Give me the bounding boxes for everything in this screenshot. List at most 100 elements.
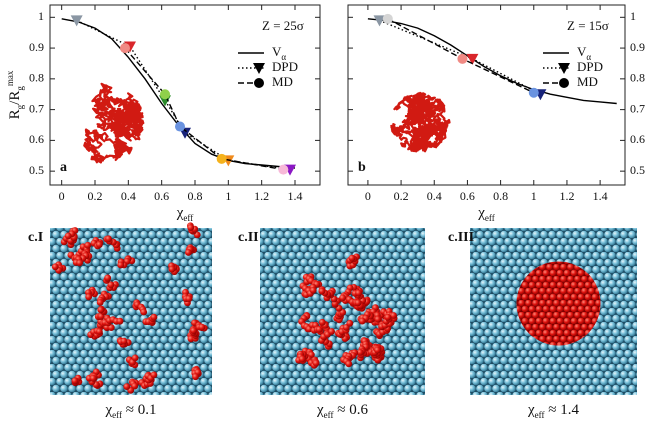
marker [216, 153, 227, 164]
legend-label: MD [272, 74, 293, 89]
red-bead [390, 312, 397, 319]
x-tick-label: 0.2 [88, 189, 103, 203]
x-tick-label: 1.2 [254, 189, 269, 203]
y-tick-label: 1 [630, 9, 636, 23]
red-bead [104, 274, 112, 282]
red-bead [84, 241, 92, 249]
text-part: eff [183, 213, 193, 223]
x-tick-label: 0.6 [154, 189, 169, 203]
red-bead [318, 318, 326, 326]
annotation: Z = 25σ [262, 18, 304, 33]
series-line [367, 18, 617, 105]
red-bead [312, 359, 320, 367]
red-bead [89, 374, 97, 382]
y-tick-label: 0.9 [630, 40, 645, 54]
text-part: ≈ 1.4 [545, 402, 580, 418]
x-tick-label: 0.8 [188, 189, 203, 203]
y-tick-label: 0.5 [630, 163, 645, 177]
marker [120, 43, 130, 54]
red-bead [356, 349, 364, 356]
red-bead [192, 373, 199, 381]
text-part: ≈ 0.6 [334, 402, 369, 418]
red-bead [187, 224, 195, 232]
legend-label: DPD [577, 59, 603, 74]
x-tick-label: 1.2 [559, 189, 574, 203]
red-bead [358, 317, 366, 325]
red-bead [384, 313, 392, 321]
red-bead [97, 306, 105, 314]
x-tick-label: 0 [59, 189, 65, 203]
x-tick-label: 0.8 [493, 189, 508, 203]
x-tick-label: 1 [225, 189, 231, 203]
series-line [76, 19, 291, 171]
red-bead [140, 308, 148, 316]
snapshot-caption: χeff ≈ 1.4 [527, 402, 579, 420]
annotation: Z = 15σ [567, 18, 609, 33]
x-axis-label: χeff [477, 205, 495, 223]
y-axis-label: Rg/Rgmax [5, 70, 25, 119]
text-part: V [272, 44, 282, 59]
red-bead [318, 287, 326, 295]
text-part: max [5, 70, 15, 86]
marker [457, 53, 468, 64]
red-bead [117, 261, 125, 269]
y-tick-label: 0.7 [630, 101, 645, 115]
red-bead [96, 241, 103, 249]
y-tick-label: 0.7 [29, 101, 44, 115]
text-part: /R [7, 91, 23, 105]
marker [253, 63, 265, 74]
snapshot-label: c.III [448, 230, 474, 245]
text-part: ≈ 0.1 [122, 402, 156, 418]
red-bead [96, 299, 104, 306]
polymer-inset [390, 91, 451, 153]
legend-label: Vα [272, 44, 286, 62]
marker [70, 15, 83, 27]
marker [382, 13, 393, 24]
text-part: g [15, 104, 25, 109]
marker [175, 121, 185, 132]
y-tick-label: 0.8 [29, 71, 44, 85]
x-tick-label: 0.4 [121, 189, 136, 203]
x-tick-label: 0 [365, 189, 371, 203]
text-part: MD [577, 74, 598, 89]
x-tick-label: 0.6 [460, 189, 475, 203]
marker [558, 63, 570, 74]
marker [373, 15, 386, 27]
marker [254, 78, 264, 88]
text-part: χ [105, 402, 113, 418]
plot-frame [49, 4, 321, 186]
text-part: R [7, 109, 23, 119]
legend-label: MD [577, 74, 598, 89]
red-bead [51, 263, 59, 271]
x-axis-label: χeff [176, 205, 194, 223]
text-part: χ [477, 205, 485, 221]
text-part: g [15, 86, 25, 91]
red-bead [150, 371, 158, 379]
red-bead [64, 232, 72, 240]
red-bead [131, 354, 139, 362]
red-bead [298, 355, 306, 363]
text-part: eff [535, 410, 545, 420]
red-bead [85, 293, 93, 301]
red-bead [354, 299, 362, 307]
red-bead [71, 377, 79, 385]
series-line [124, 47, 284, 171]
red-bead [150, 313, 158, 321]
snapshot-label: c.I [28, 230, 43, 245]
x-tick-label: 1 [531, 189, 537, 203]
legend-label: DPD [272, 59, 298, 74]
red-bead [346, 319, 354, 327]
x-tick-label: 0.2 [394, 189, 409, 203]
red-bead [345, 360, 353, 368]
text-part: eff [485, 213, 495, 223]
text-part: V [577, 44, 587, 59]
marker [528, 87, 539, 98]
x-tick-label: 1.4 [288, 189, 303, 203]
y-tick-label: 0.5 [29, 163, 44, 177]
red-bead [168, 265, 176, 273]
red-bead [107, 281, 115, 289]
red-bead [96, 328, 103, 335]
text-part: α [281, 52, 286, 62]
x-tick-label: 0.4 [427, 189, 442, 203]
